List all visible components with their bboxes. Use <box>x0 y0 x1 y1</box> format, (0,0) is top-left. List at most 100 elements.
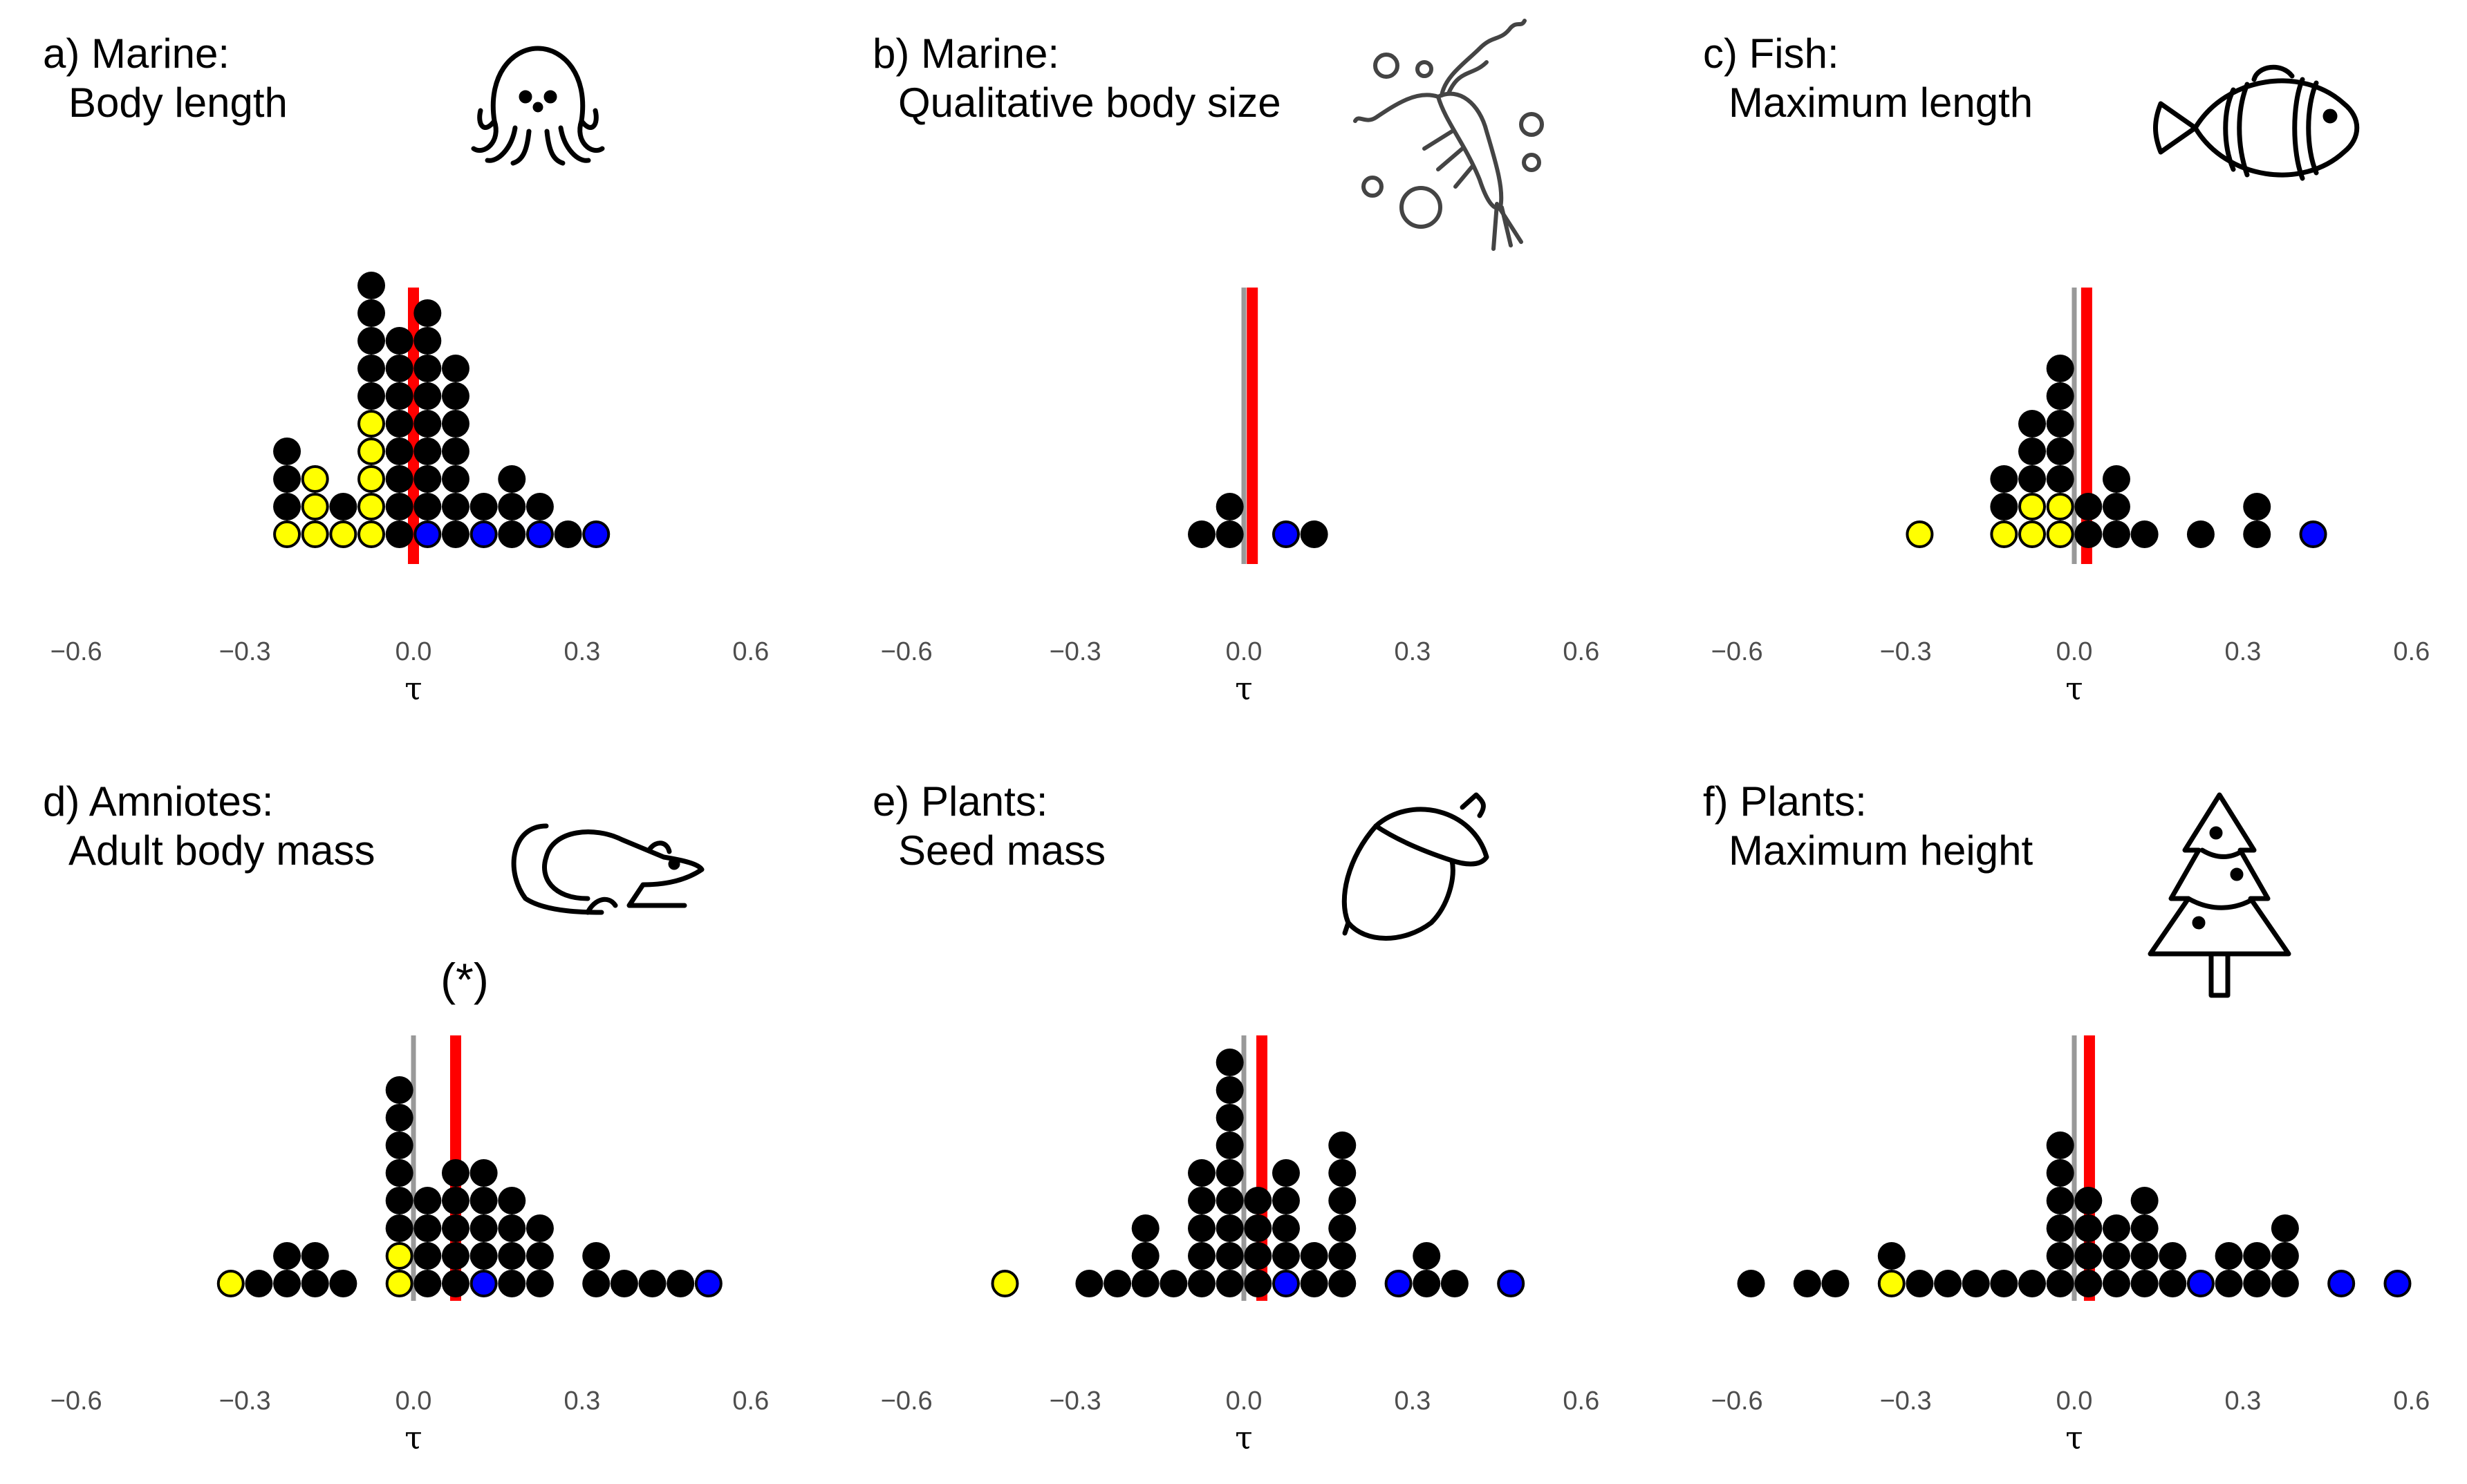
dot-black <box>1188 520 1216 548</box>
dot-black <box>2102 1242 2130 1270</box>
x-tick-label: 0.6 <box>2393 1387 2430 1416</box>
dot-yellow <box>2018 493 2047 520</box>
dot-black <box>1160 1270 1188 1297</box>
dot-yellow <box>301 493 329 520</box>
x-tick-label: 0.6 <box>1563 637 1599 666</box>
dot-black <box>2130 1242 2159 1270</box>
dot-black <box>357 327 386 355</box>
dot-black <box>1216 1187 1244 1214</box>
dot-yellow <box>357 493 386 520</box>
dot-blue <box>469 520 498 548</box>
dot-black <box>1216 493 1244 520</box>
zero-reference-line <box>1241 1035 1247 1301</box>
dot-black <box>1244 1214 1272 1242</box>
dot-black <box>2046 1159 2074 1187</box>
dot-blue <box>2327 1270 2356 1297</box>
dot-black <box>525 1242 554 1270</box>
dot-black <box>1300 1270 1328 1297</box>
dot-black <box>441 520 469 548</box>
x-tick-label: 0.3 <box>2224 1387 2261 1416</box>
panel-d-significance-note: (*) <box>440 954 489 1005</box>
dot-black <box>273 438 301 465</box>
panel-e: −0.6 −0.3 0.0 0.3 0.6 τ <box>881 1035 1599 1456</box>
dot-yellow <box>385 1242 413 1270</box>
dot-black <box>273 493 301 520</box>
dot-black <box>2243 1242 2271 1270</box>
x-tick-label: 0.3 <box>1394 1387 1431 1416</box>
dot-black <box>1272 1159 1300 1187</box>
dot-black <box>469 1242 498 1270</box>
dot-black <box>1990 493 2018 520</box>
x-tick-label: 0.3 <box>564 637 600 666</box>
x-tick-label: −0.6 <box>1711 637 1763 666</box>
dot-black <box>2018 1270 2047 1297</box>
x-tick-label: 0.3 <box>2224 637 2261 666</box>
dot-black <box>1216 1049 1244 1076</box>
panel-a-title: a) Marine: <box>43 30 230 77</box>
panel-c-subtitle: Maximum length <box>1729 79 2033 126</box>
dot-black <box>2018 410 2047 438</box>
dot-black <box>441 355 469 382</box>
dot-black <box>301 1270 329 1297</box>
dot-black <box>441 382 469 410</box>
dot-black <box>413 493 442 520</box>
dot-black <box>2046 382 2074 410</box>
dot-yellow <box>273 520 301 548</box>
dot-black <box>1737 1270 1765 1297</box>
x-tick-label: −0.3 <box>219 1387 271 1416</box>
dot-black <box>2046 465 2074 493</box>
dot-black <box>498 1187 526 1214</box>
x-axis-label: τ <box>2065 670 2083 707</box>
x-tick-label: −0.3 <box>1050 637 1101 666</box>
dot-black <box>1216 1159 1244 1187</box>
x-tick-label: 0.0 <box>395 637 432 666</box>
dot-black <box>1244 1187 1272 1214</box>
dot-black <box>413 382 442 410</box>
dot-black <box>357 382 386 410</box>
x-axis-label: τ <box>404 670 422 707</box>
dot-black <box>525 1270 554 1297</box>
dot-black <box>1300 1242 1328 1270</box>
x-axis-label: τ <box>1235 670 1252 707</box>
dot-black <box>2046 1131 2074 1159</box>
dot-black <box>1188 1159 1216 1187</box>
dot-black <box>385 520 413 548</box>
dot-black <box>2046 1214 2074 1242</box>
dot-yellow <box>216 1270 245 1297</box>
dot-black <box>2018 465 2047 493</box>
zero-reference-line <box>411 1035 416 1301</box>
dot-black <box>1131 1242 1160 1270</box>
panel-d: −0.6 −0.3 0.0 0.3 0.6 τ <box>50 1035 769 1456</box>
dot-black <box>1272 1242 1300 1270</box>
dot-black <box>2271 1214 2299 1242</box>
dot-black <box>273 1242 301 1270</box>
dot-yellow <box>1906 520 1934 548</box>
dot-black <box>441 1214 469 1242</box>
x-tick-label: −0.6 <box>881 1387 933 1416</box>
dot-black <box>2243 520 2271 548</box>
dot-black <box>385 438 413 465</box>
dot-black <box>413 1214 442 1242</box>
dot-blue <box>1384 1270 1413 1297</box>
dot-black <box>638 1270 667 1297</box>
dot-black <box>1328 1214 1357 1242</box>
dot-yellow <box>2018 520 2047 548</box>
dot-black <box>2074 1187 2103 1214</box>
dot-yellow <box>301 520 329 548</box>
dot-black <box>1328 1187 1357 1214</box>
dot-black <box>1216 1214 1244 1242</box>
acorn-icon <box>1341 792 1489 941</box>
dot-blue <box>2383 1270 2412 1297</box>
x-tick-label: 0.6 <box>732 1387 769 1416</box>
dot-yellow <box>2046 493 2074 520</box>
dot-black <box>582 1270 611 1297</box>
dot-black <box>525 1214 554 1242</box>
dot-black <box>2130 1187 2159 1214</box>
panel-a: −0.6 −0.3 0.0 0.3 0.6 τ <box>50 272 769 707</box>
dot-black <box>2102 1270 2130 1297</box>
dot-black <box>498 1214 526 1242</box>
x-tick-label: 0.6 <box>732 637 769 666</box>
dot-black <box>2215 1270 2243 1297</box>
dot-black <box>385 1131 413 1159</box>
